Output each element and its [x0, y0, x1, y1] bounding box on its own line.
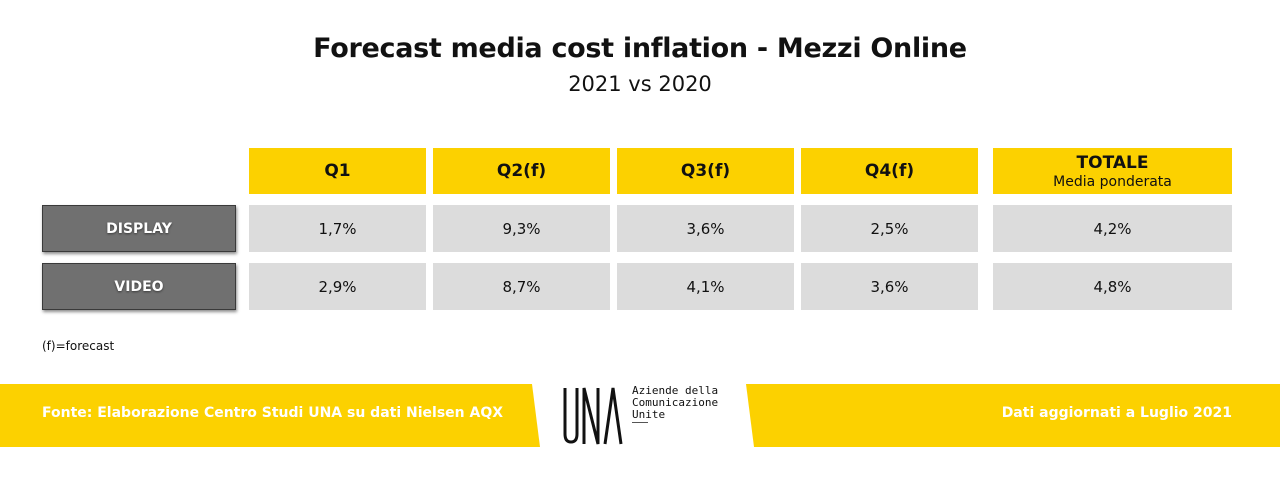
table-cell-total: 4,2%	[993, 205, 1232, 252]
column-header-label: Q3(f)	[680, 161, 731, 181]
forecast-note: (f)=forecast	[42, 339, 115, 353]
updated-text: Dati aggiornati a Luglio 2021	[1001, 405, 1232, 421]
table-cell: 4,1%	[617, 263, 794, 310]
column-header-q4: Q4(f)	[801, 148, 978, 194]
row-label-display: DISPLAY	[42, 205, 236, 252]
footer-band-left	[0, 384, 540, 447]
logo-line: Unite	[632, 408, 666, 421]
table-cell: 3,6%	[617, 205, 794, 252]
source-text: Fonte: Elaborazione Centro Studi UNA su …	[42, 405, 504, 421]
logo-line: Comunicazione	[632, 396, 719, 409]
logo-line: Aziende della	[632, 384, 719, 397]
logo-wordmark: Aziende della Comunicazione Unite	[632, 385, 718, 421]
table-cell: 9,3%	[433, 205, 610, 252]
table-cell: 1,7%	[249, 205, 426, 252]
column-header-q2: Q2(f)	[433, 148, 610, 194]
column-header-q3: Q3(f)	[617, 148, 794, 194]
logo-divider	[632, 422, 648, 423]
column-header-q1: Q1	[249, 148, 426, 194]
column-header-label: Q2(f)	[496, 161, 547, 181]
table-cell: 8,7%	[433, 263, 610, 310]
table-cell: 3,6%	[801, 263, 978, 310]
table-cell: 2,5%	[801, 205, 978, 252]
chart-title: Forecast media cost inflation - Mezzi On…	[313, 33, 967, 64]
table-cell: 2,9%	[249, 263, 426, 310]
una-logo-icon	[563, 387, 623, 445]
table-cell-total: 4,8%	[993, 263, 1232, 310]
column-header-sublabel: Media ponderata	[1053, 173, 1172, 190]
column-header-label: Q1	[324, 161, 351, 181]
footer-band-right	[746, 384, 1280, 447]
column-header-label: Q4(f)	[864, 161, 915, 181]
row-label-video: VIDEO	[42, 263, 236, 310]
column-header-totale: TOTALE Media ponderata	[993, 148, 1232, 194]
chart-subtitle: 2021 vs 2020	[568, 72, 712, 96]
column-header-label: TOTALE	[1076, 152, 1149, 173]
